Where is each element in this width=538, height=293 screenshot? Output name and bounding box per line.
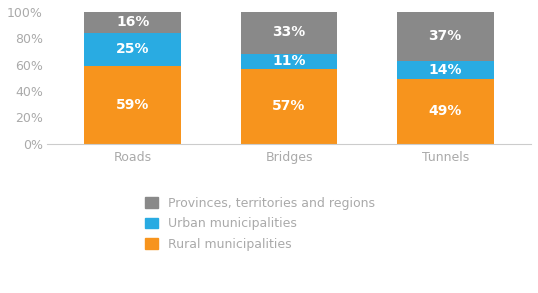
Text: 33%: 33% <box>272 25 306 39</box>
Bar <box>240 11 337 54</box>
Text: 11%: 11% <box>272 54 306 68</box>
Text: 16%: 16% <box>116 16 150 30</box>
Text: 59%: 59% <box>116 98 150 112</box>
Text: 57%: 57% <box>272 99 306 113</box>
Bar <box>397 79 493 144</box>
Text: 49%: 49% <box>428 104 462 118</box>
Text: 25%: 25% <box>116 42 150 57</box>
Bar <box>240 54 337 69</box>
Legend: Provinces, territories and regions, Urban municipalities, Rural municipalities: Provinces, territories and regions, Urba… <box>140 192 380 256</box>
Text: 37%: 37% <box>429 29 462 43</box>
Bar <box>240 69 337 144</box>
Bar <box>397 12 493 61</box>
Bar <box>84 12 181 33</box>
Bar <box>84 33 181 66</box>
Bar <box>84 66 181 144</box>
Text: 14%: 14% <box>428 63 462 77</box>
Bar <box>397 61 493 79</box>
